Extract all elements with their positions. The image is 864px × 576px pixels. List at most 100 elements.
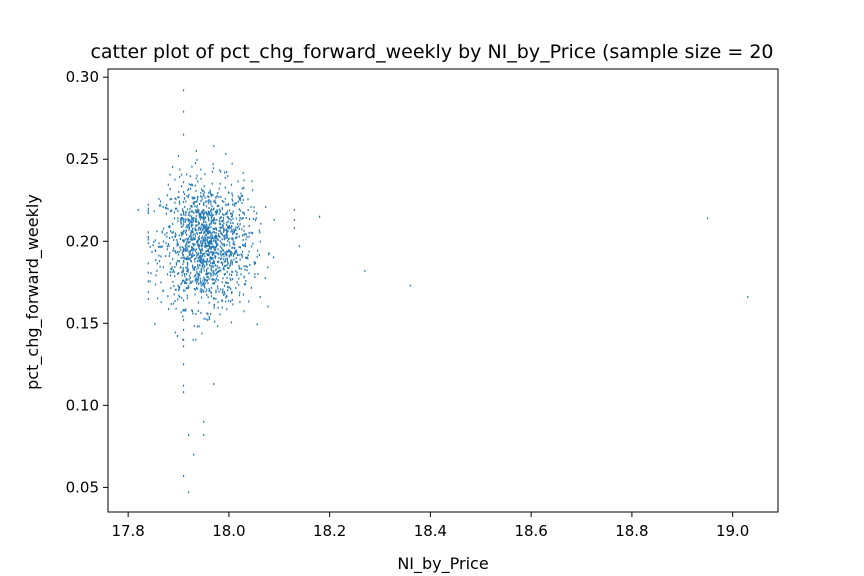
data-point xyxy=(186,208,189,211)
data-point xyxy=(212,245,215,248)
data-point xyxy=(168,225,170,228)
data-point xyxy=(201,255,203,258)
data-point xyxy=(187,257,189,260)
data-point xyxy=(212,252,214,255)
data-point xyxy=(235,250,237,253)
data-point xyxy=(211,182,213,185)
data-point xyxy=(190,254,193,257)
data-point xyxy=(203,260,205,263)
data-point xyxy=(172,231,174,234)
data-point xyxy=(244,242,247,245)
x-tick-label: 17.8 xyxy=(111,522,144,540)
data-point xyxy=(191,210,193,213)
data-point xyxy=(208,236,210,239)
data-point xyxy=(170,268,172,271)
data-point xyxy=(228,273,231,276)
data-point xyxy=(195,338,197,341)
data-point xyxy=(199,270,201,273)
data-point xyxy=(244,283,247,286)
data-point xyxy=(147,291,150,294)
data-point xyxy=(207,199,209,202)
data-point xyxy=(178,260,181,263)
data-point xyxy=(193,266,195,269)
data-point xyxy=(158,242,160,245)
data-point xyxy=(236,281,238,284)
data-point xyxy=(218,235,220,238)
data-point xyxy=(162,240,165,243)
data-point xyxy=(214,200,216,203)
data-point xyxy=(223,284,226,287)
data-point xyxy=(169,252,171,255)
data-point xyxy=(246,235,248,238)
data-point xyxy=(202,241,204,244)
data-point xyxy=(230,230,232,233)
data-point xyxy=(195,279,197,282)
data-point xyxy=(190,281,192,284)
data-point xyxy=(171,266,173,269)
data-point xyxy=(231,252,233,255)
data-point xyxy=(194,235,197,238)
data-point xyxy=(202,279,204,282)
data-point xyxy=(187,195,189,198)
data-point xyxy=(200,268,202,271)
data-point xyxy=(237,195,239,198)
data-point xyxy=(191,239,193,242)
data-point xyxy=(203,283,205,286)
data-point xyxy=(171,271,173,274)
data-point xyxy=(747,296,749,299)
data-point xyxy=(214,210,216,213)
data-point xyxy=(217,192,219,195)
data-point xyxy=(185,266,187,269)
data-point xyxy=(191,183,193,186)
data-point xyxy=(178,287,180,290)
data-point xyxy=(204,265,206,268)
data-point xyxy=(220,216,222,219)
data-point xyxy=(194,258,196,261)
data-point xyxy=(168,244,170,247)
data-point xyxy=(197,210,199,213)
data-point xyxy=(168,237,171,240)
data-point xyxy=(212,193,214,196)
data-point xyxy=(216,251,218,254)
data-point xyxy=(258,254,260,257)
data-point xyxy=(223,260,226,263)
data-point xyxy=(189,249,191,252)
data-point xyxy=(159,245,161,248)
data-point xyxy=(184,205,186,208)
data-point xyxy=(207,282,209,285)
data-point xyxy=(238,235,240,238)
data-point xyxy=(246,257,248,260)
data-point xyxy=(184,289,186,292)
data-point xyxy=(212,236,214,239)
data-point xyxy=(241,254,243,257)
data-point xyxy=(224,259,227,262)
data-point xyxy=(248,272,250,275)
data-point xyxy=(201,288,203,291)
data-point xyxy=(196,325,199,328)
data-point xyxy=(206,232,208,235)
data-point xyxy=(210,268,212,271)
data-point xyxy=(157,297,159,300)
data-point xyxy=(166,194,168,197)
data-point xyxy=(194,249,196,252)
data-point xyxy=(228,209,231,212)
data-point xyxy=(182,474,185,477)
data-point xyxy=(188,224,190,227)
data-point xyxy=(202,249,204,252)
data-point xyxy=(190,217,193,220)
data-point xyxy=(225,203,227,206)
data-point xyxy=(226,308,228,311)
data-point xyxy=(151,251,153,254)
data-point xyxy=(179,246,181,249)
data-point xyxy=(195,215,197,218)
data-point xyxy=(199,259,202,262)
data-point xyxy=(195,220,197,223)
data-point xyxy=(185,308,187,311)
data-point xyxy=(194,243,196,246)
data-point xyxy=(226,270,228,273)
data-point xyxy=(231,246,233,249)
data-point xyxy=(197,266,199,269)
data-point xyxy=(197,282,199,285)
data-point xyxy=(198,244,200,247)
data-point xyxy=(169,188,171,190)
